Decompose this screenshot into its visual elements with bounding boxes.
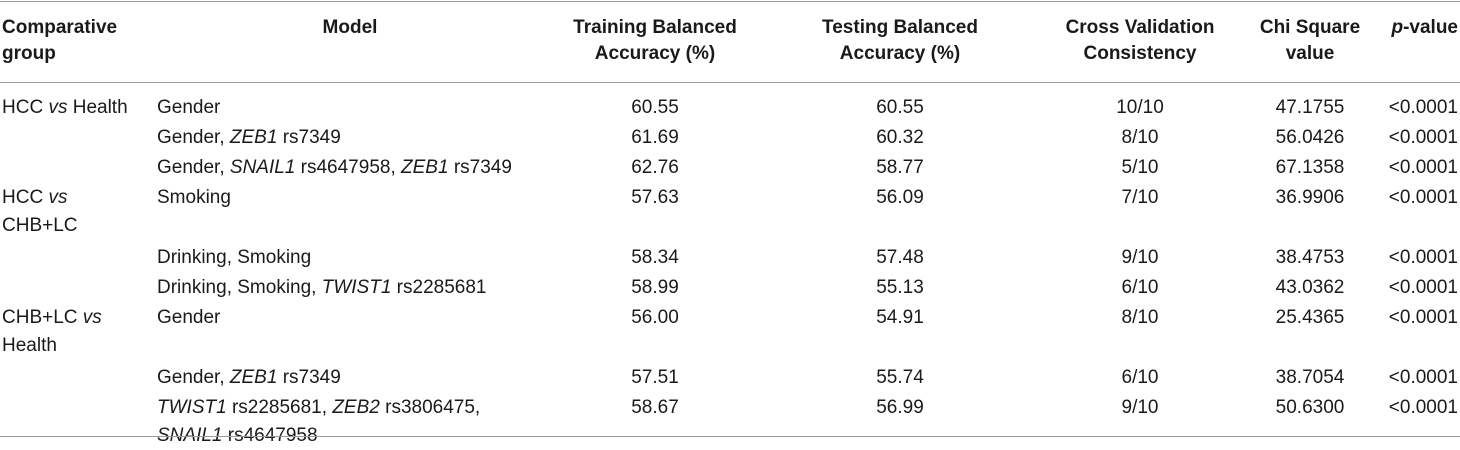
model-cell: TWIST1 rs2285681, ZEB2 rs3806475, SNAIL1 … xyxy=(157,397,481,446)
cv-consistency-cell: 5/10 xyxy=(1121,157,1159,178)
p-value-cell: <0.0001 xyxy=(1388,187,1458,208)
training-accuracy-cell: 58.99 xyxy=(631,277,679,298)
model-cell: Drinking, Smoking xyxy=(157,247,312,268)
header-model: Model xyxy=(322,17,378,38)
header-comparative-group: Comparative group xyxy=(2,17,118,64)
chi-square-cell: 56.0426 xyxy=(1275,127,1345,148)
testing-accuracy-cell: 60.32 xyxy=(876,127,924,148)
training-accuracy-cell: 57.63 xyxy=(631,187,679,208)
training-accuracy-cell: 61.69 xyxy=(631,127,679,148)
table-top-rule xyxy=(0,1,1460,2)
model-cell: Drinking, Smoking, TWIST1 rs2285681 xyxy=(157,277,487,298)
training-accuracy-cell: 58.34 xyxy=(631,247,679,268)
p-value-cell: <0.0001 xyxy=(1388,127,1458,148)
testing-accuracy-cell: 58.77 xyxy=(876,157,924,178)
table-bottom-rule xyxy=(0,436,1460,437)
header-cv-consistency: Cross Validation Consistency xyxy=(1065,17,1215,64)
chi-square-cell: 47.1755 xyxy=(1275,97,1345,118)
training-accuracy-cell: 58.67 xyxy=(631,397,679,418)
chi-square-cell: 43.0362 xyxy=(1275,277,1345,298)
p-value-cell: <0.0001 xyxy=(1388,367,1458,388)
cv-consistency-cell: 9/10 xyxy=(1121,397,1159,418)
training-accuracy-cell: 57.51 xyxy=(631,367,679,388)
header-chi-square: Chi Square value xyxy=(1259,17,1361,64)
testing-accuracy-cell: 57.48 xyxy=(876,247,924,268)
cv-consistency-cell: 10/10 xyxy=(1116,97,1164,118)
cv-consistency-cell: 6/10 xyxy=(1121,367,1159,388)
testing-accuracy-cell: 55.13 xyxy=(876,277,924,298)
chi-square-cell: 50.6300 xyxy=(1275,397,1345,418)
training-accuracy-cell: 62.76 xyxy=(631,157,679,178)
model-cell: Smoking xyxy=(157,187,231,208)
chi-square-cell: 36.9906 xyxy=(1275,187,1345,208)
training-accuracy-cell: 60.55 xyxy=(631,97,679,118)
cv-consistency-cell: 7/10 xyxy=(1121,187,1159,208)
p-value-cell: <0.0001 xyxy=(1388,97,1458,118)
header-p-value: p-value xyxy=(1391,17,1458,38)
model-cell: Gender, ZEB1 rs7349 xyxy=(157,367,341,388)
chi-square-cell: 67.1358 xyxy=(1275,157,1345,178)
p-value-cell: <0.0001 xyxy=(1388,247,1458,268)
p-value-cell: <0.0001 xyxy=(1388,397,1458,418)
model-cell: Gender, SNAIL1 rs4647958, ZEB1 rs7349 xyxy=(157,157,512,178)
testing-accuracy-cell: 60.55 xyxy=(876,97,924,118)
chi-square-cell: 25.4365 xyxy=(1275,307,1345,328)
testing-accuracy-cell: 56.99 xyxy=(876,397,924,418)
header-rule xyxy=(0,82,1460,83)
cv-consistency-cell: 8/10 xyxy=(1121,127,1159,148)
chi-square-cell: 38.7054 xyxy=(1275,367,1345,388)
cv-consistency-cell: 9/10 xyxy=(1121,247,1159,268)
header-training-accuracy: Training Balanced Accuracy (%) xyxy=(573,17,737,64)
model-cell: Gender, ZEB1 rs7349 xyxy=(157,127,341,148)
testing-accuracy-cell: 54.91 xyxy=(876,307,924,328)
testing-accuracy-cell: 55.74 xyxy=(876,367,924,388)
header-testing-accuracy: Testing Balanced Accuracy (%) xyxy=(822,17,978,64)
cv-consistency-cell: 8/10 xyxy=(1121,307,1159,328)
model-cell: Gender xyxy=(157,97,221,118)
chi-square-cell: 38.4753 xyxy=(1275,247,1345,268)
model-cell: Gender xyxy=(157,307,221,328)
training-accuracy-cell: 56.00 xyxy=(631,307,679,328)
p-value-cell: <0.0001 xyxy=(1388,307,1458,328)
p-value-cell: <0.0001 xyxy=(1388,277,1458,298)
p-value-cell: <0.0001 xyxy=(1388,157,1458,178)
cv-consistency-cell: 6/10 xyxy=(1121,277,1159,298)
testing-accuracy-cell: 56.09 xyxy=(876,187,924,208)
